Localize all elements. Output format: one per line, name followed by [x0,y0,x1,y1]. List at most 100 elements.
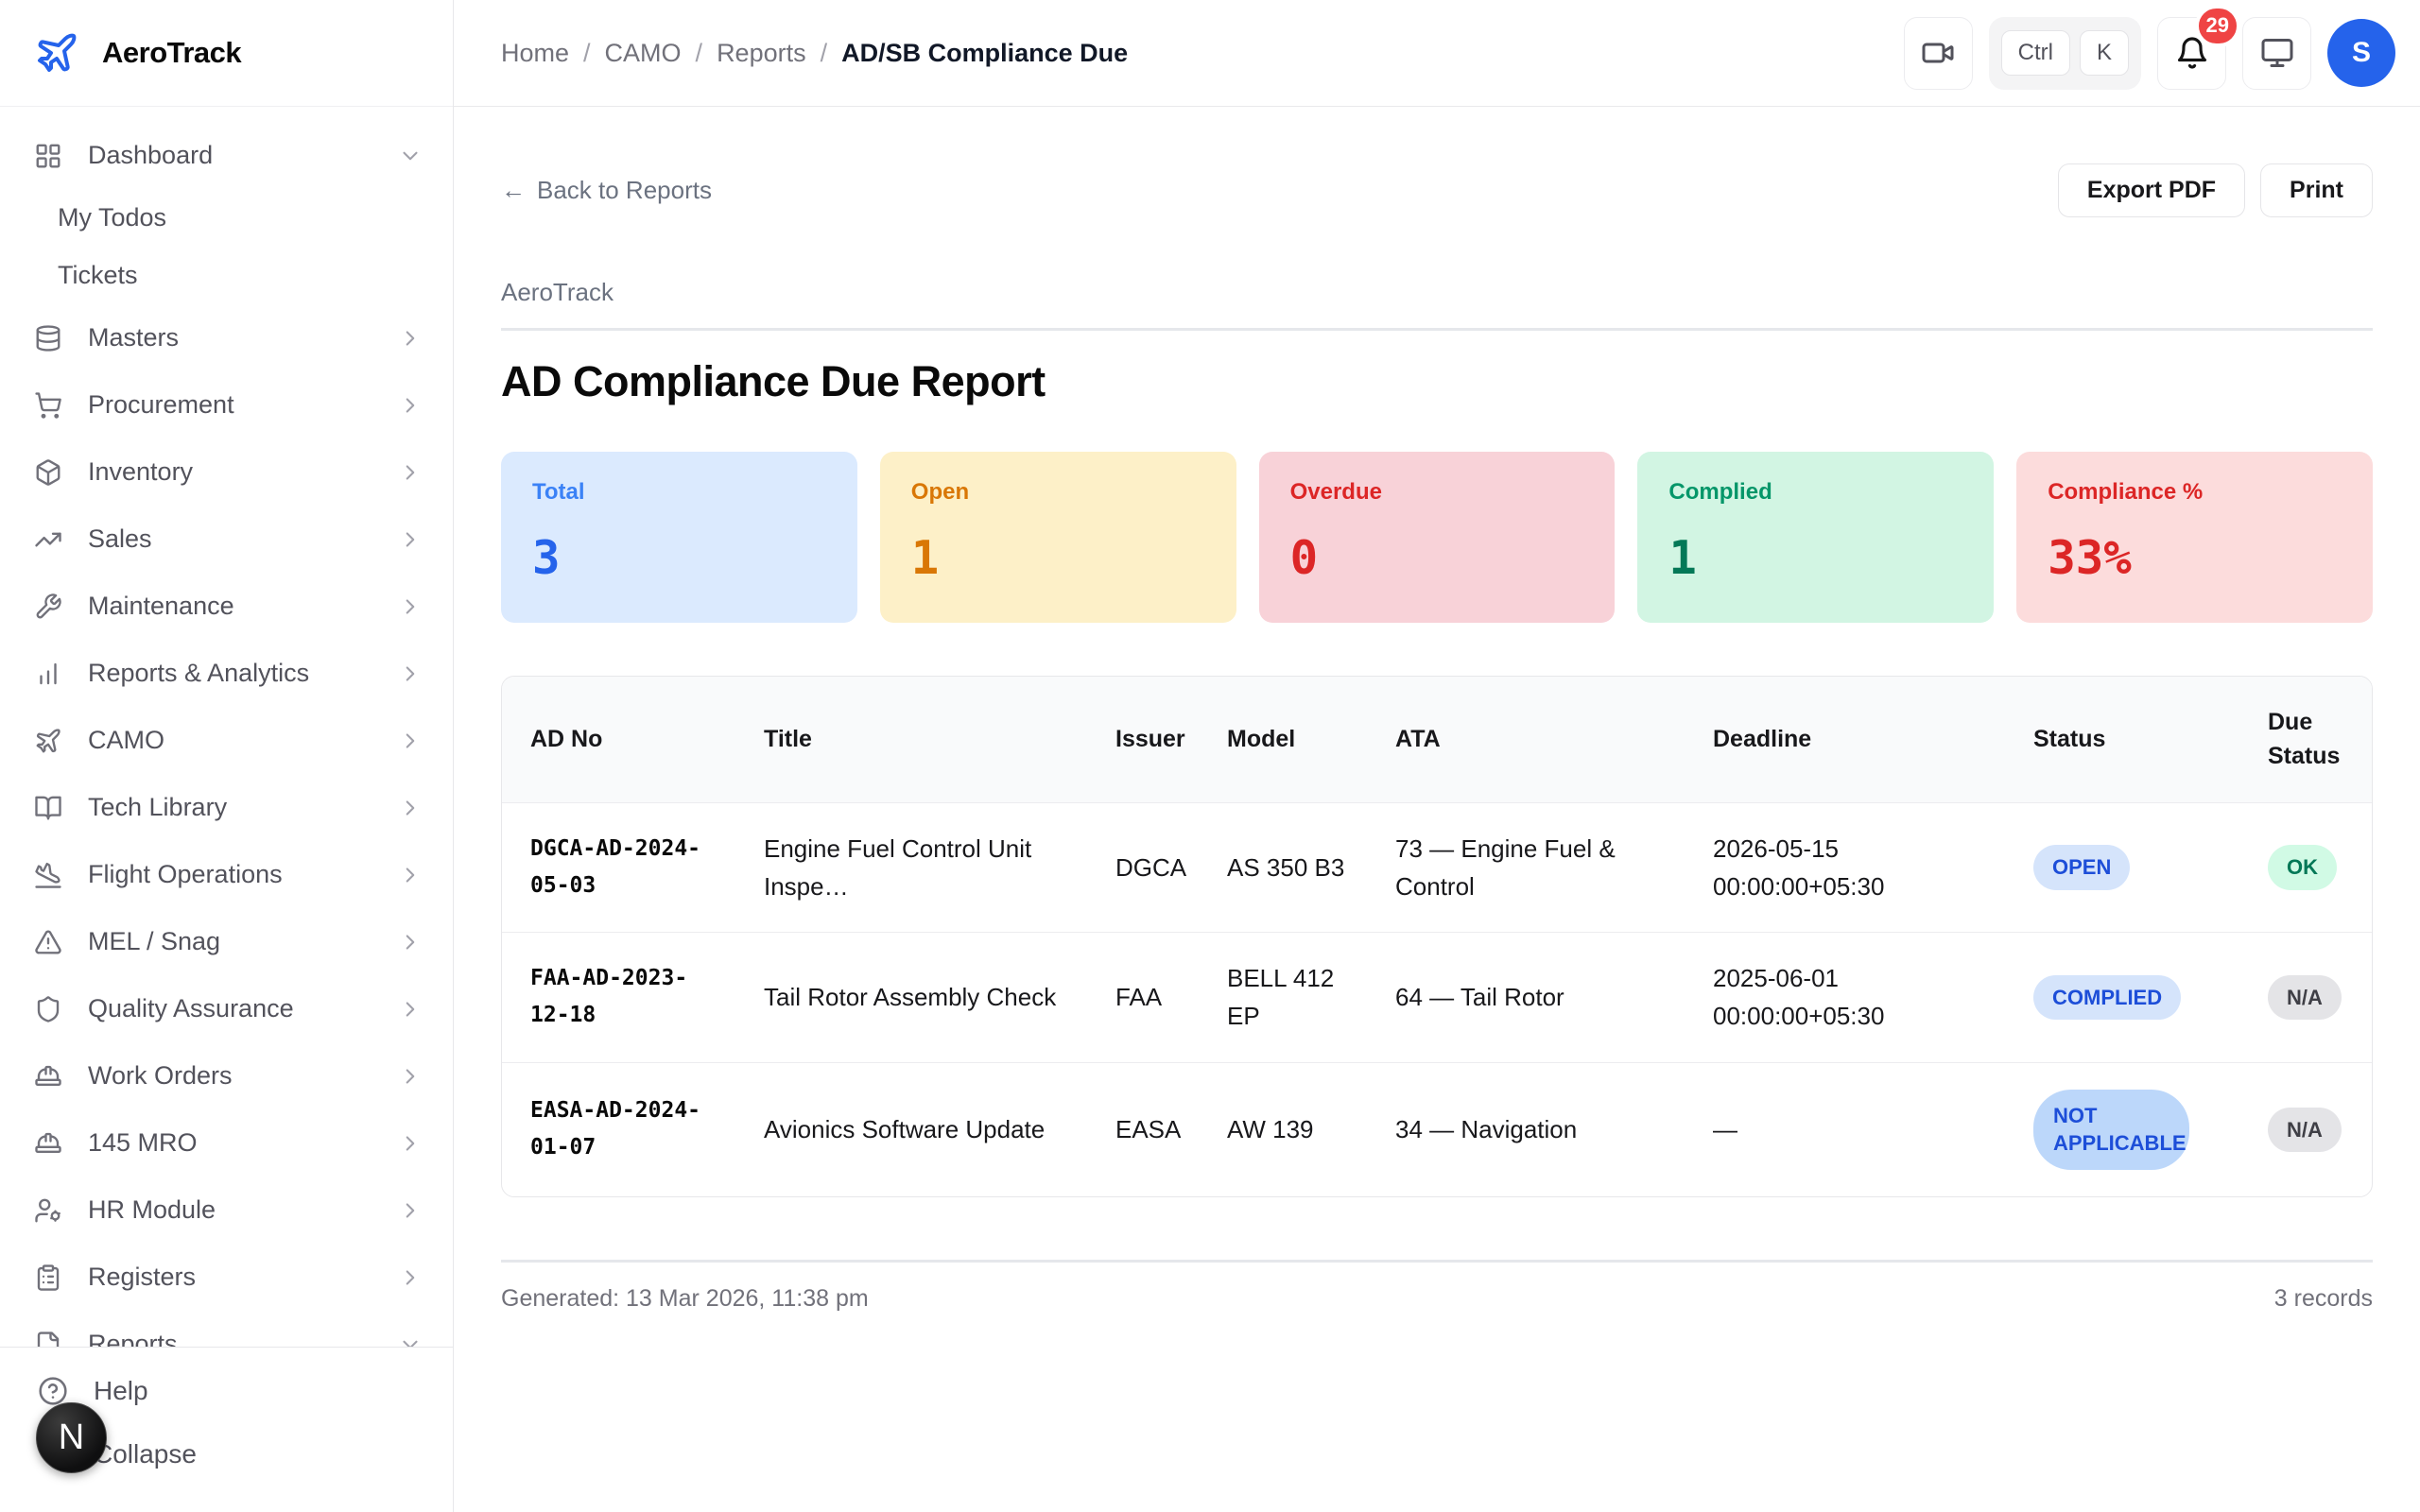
chevron-right-icon [398,1064,423,1089]
cell-due-status: N/A [2243,932,2372,1063]
column-header-status: Status [2009,677,2243,802]
sidebar-item-label: CAMO [88,726,164,754]
card-value: 1 [1668,531,1697,585]
sidebar-item-reports-analytics[interactable]: Reports & Analytics [0,640,453,707]
display-button[interactable] [2242,16,2311,90]
plane-landing-icon [34,861,62,889]
sidebar-item-145-mro[interactable]: 145 MRO [0,1109,453,1177]
sidebar-item-label: MEL / Snag [88,927,221,955]
breadcrumb-camo[interactable]: CAMO [604,38,682,67]
sidebar-item-work-orders[interactable]: Work Orders [0,1042,453,1109]
sidebar-item-maintenance[interactable]: Maintenance [0,573,453,640]
sidebar-item-hr-module[interactable]: HR Module [0,1177,453,1244]
export-pdf-button[interactable]: Export PDF [2057,163,2246,217]
chevron-right-icon [398,460,423,485]
app-logo[interactable]: AeroTrack [0,0,453,107]
card-value: 1 [910,531,940,585]
breadcrumb-separator: / [583,38,591,67]
sidebar-item-label: Dashboard [88,141,214,169]
dev-tools-badge[interactable]: N [36,1402,107,1473]
chevron-down-icon [398,144,423,168]
report-header-row: ← Back to Reports Export PDF Print [501,163,2373,217]
file-icon [34,1331,62,1347]
column-header-due-status: Due Status [2243,677,2372,802]
breadcrumb-reports[interactable]: Reports [717,38,806,67]
sidebar-item-camo[interactable]: CAMO [0,707,453,774]
cell-status: COMPLIED [2009,932,2243,1063]
chevron-right-icon [398,863,423,887]
cell-title: Avionics Software Update [739,1061,1091,1197]
cell-ata: 34 — Navigation [1371,1061,1688,1197]
column-header-issuer: Issuer [1091,677,1202,802]
chevron-right-icon [398,1198,423,1223]
column-header-deadline: Deadline [1688,677,2009,802]
bell-icon [2175,36,2209,70]
card-overdue: Overdue 0 [1258,452,1616,623]
sidebar-item-label: Procurement [88,390,234,419]
back-link-label: Back to Reports [537,176,712,204]
main-area: Home / CAMO / Reports / AD/SB Compliance… [454,0,2420,1512]
due-status-badge: OK [2268,844,2337,890]
card-compliance-pct: Compliance % 33% [2016,452,2373,623]
table-row: EASA-AD-2024-01-07 Avionics Software Upd… [502,1061,2372,1197]
sidebar-item-tickets[interactable]: Tickets [0,247,453,304]
due-status-badge: N/A [2268,1107,2342,1153]
table-header-row: AD No Title Issuer Model ATA Deadline St… [502,677,2372,802]
breadcrumb-separator: / [820,38,828,67]
chevron-right-icon [398,1265,423,1290]
card-label: Total [532,479,585,505]
notifications-button[interactable]: 29 [2157,4,2240,90]
cell-status: OPEN [2009,801,2243,933]
plane-icon [34,727,62,755]
sidebar-item-inventory[interactable]: Inventory [0,438,453,506]
page-title: AD Compliance Due Report [501,357,1046,405]
database-icon [34,324,62,352]
help-button[interactable]: Help [0,1359,453,1422]
chevron-right-icon [398,393,423,418]
video-button[interactable] [1903,16,1973,90]
column-header-ad-no: AD No [502,677,739,802]
breadcrumb-home[interactable]: Home [501,38,570,67]
cell-status: NOT APPLICABLE [2009,1061,2243,1197]
sidebar-item-registers[interactable]: Registers [0,1244,453,1311]
arrow-left-icon: ← [501,176,526,204]
sidebar-item-tech-library[interactable]: Tech Library [0,774,453,841]
sidebar-item-quality-assurance[interactable]: Quality Assurance [0,975,453,1042]
cell-title: Engine Fuel Control Unit Inspe… [739,801,1091,933]
breadcrumb-current: AD/SB Compliance Due [841,38,1129,67]
sidebar-item-masters[interactable]: Masters [0,304,453,371]
cell-due-status: N/A [2243,1061,2372,1197]
sidebar-item-label: My Todos [58,203,167,232]
cell-model: AS 350 B3 [1202,801,1371,933]
shield-icon [34,995,62,1023]
sidebar-item-label: Tickets [58,261,138,289]
bar-chart-icon [34,660,62,688]
status-badge: NOT APPLICABLE [2033,1089,2189,1171]
command-palette-shortcut[interactable]: Ctrl K [1988,16,2141,90]
chevron-right-icon [398,796,423,820]
cell-model: AW 139 [1202,1061,1371,1197]
table-row: DGCA-AD-2024-05-03 Engine Fuel Control U… [502,801,2372,933]
sidebar-item-flight-operations[interactable]: Flight Operations [0,841,453,908]
print-button[interactable]: Print [2260,163,2373,217]
clipboard-list-icon [34,1263,62,1292]
card-complied: Complied 1 [1637,452,1995,623]
divider [501,328,2373,331]
report-page: ← Back to Reports Export PDF Print AeroT… [454,107,2420,1512]
back-to-reports-link[interactable]: ← Back to Reports [501,176,712,205]
sidebar-item-dashboard[interactable]: Dashboard [0,122,453,189]
sidebar-footer: Help Collapse N [0,1347,453,1512]
sidebar-item-reports[interactable]: Reports [0,1311,453,1347]
chevron-right-icon [398,997,423,1022]
sidebar-item-mel-snag[interactable]: MEL / Snag [0,908,453,975]
sidebar-item-sales[interactable]: Sales [0,506,453,573]
sidebar-item-my-todos[interactable]: My Todos [0,189,453,247]
sidebar-item-procurement[interactable]: Procurement [0,371,453,438]
summary-cards: Total 3 Open 1 Overdue 0 Complied 1 Comp… [501,452,2373,623]
help-circle-icon [38,1376,68,1406]
cell-title: Tail Rotor Assembly Check [739,932,1091,1063]
topbar: Home / CAMO / Reports / AD/SB Compliance… [454,0,2420,107]
user-avatar[interactable]: S [2327,19,2395,87]
cell-due-status: OK [2243,801,2372,933]
hard-hat-icon [34,1129,62,1158]
